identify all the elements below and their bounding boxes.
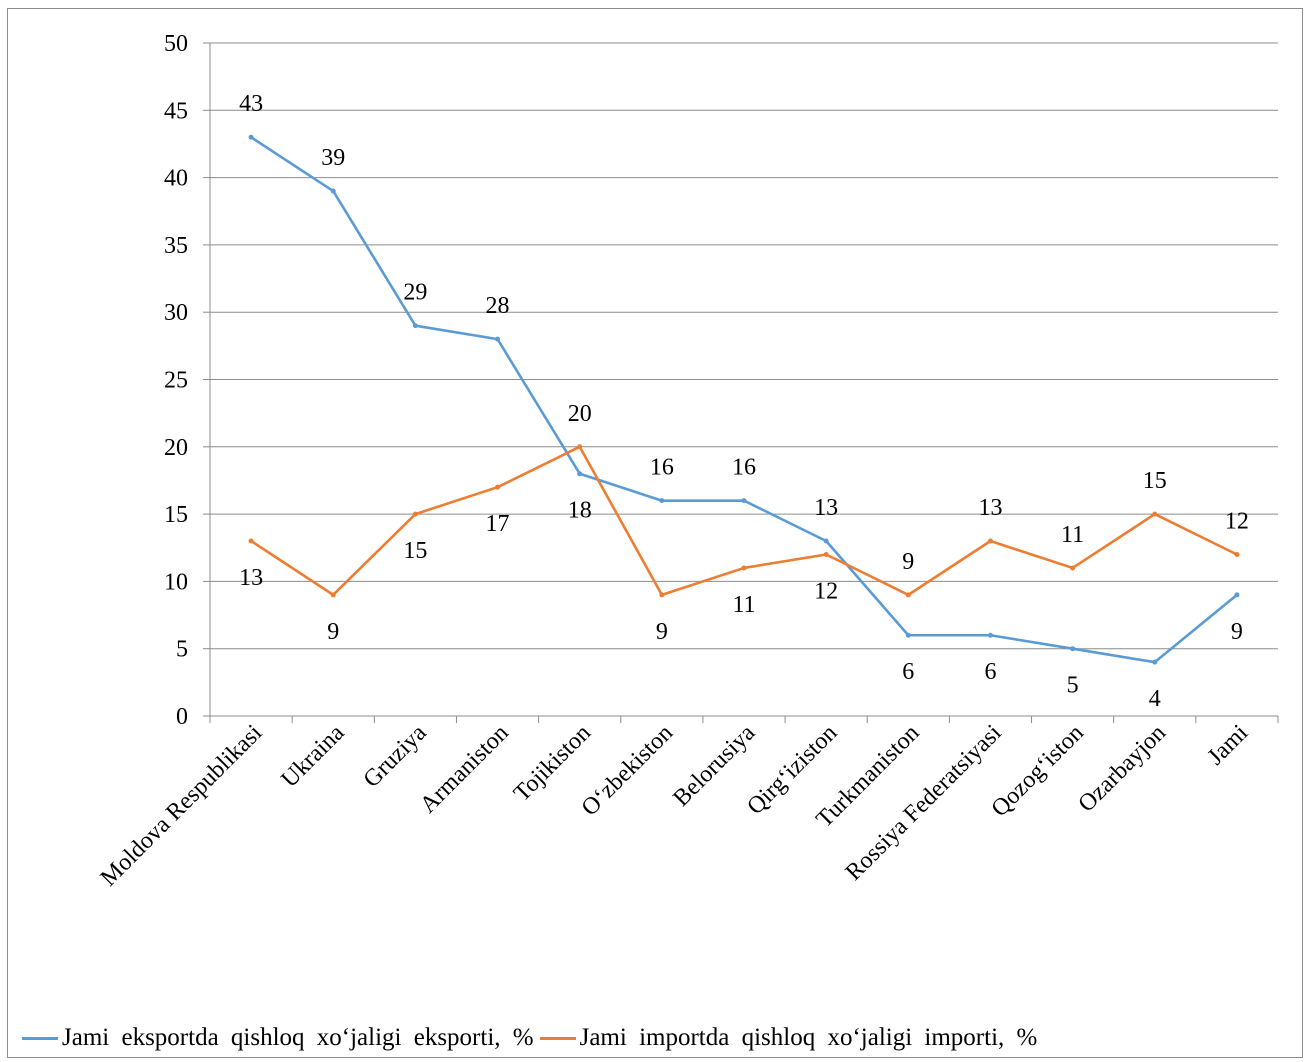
- data-point-export: [741, 498, 747, 504]
- category-label: Moldova Respublikasi: [96, 720, 268, 892]
- data-label-export: 43: [239, 91, 263, 117]
- data-label-import: 15: [1143, 468, 1167, 494]
- data-point-import: [577, 444, 583, 450]
- data-point-export: [412, 323, 418, 329]
- data-label-import: 17: [486, 511, 510, 537]
- data-point-export: [823, 538, 829, 544]
- y-tick-label: 40: [164, 166, 188, 192]
- data-label-import: 15: [403, 538, 427, 564]
- legend-label-export: Jami eksportda qishloq xo‘jaligi eksport…: [62, 1024, 534, 1051]
- y-tick-label: 25: [164, 368, 188, 394]
- data-point-import: [1152, 511, 1158, 517]
- data-label-export: 6: [984, 659, 996, 685]
- data-point-import: [495, 484, 501, 490]
- category-label: Ozarbayjon: [1073, 720, 1171, 818]
- y-tick-label: 0: [176, 704, 188, 730]
- category-label: Jami: [1203, 720, 1254, 771]
- data-point-export: [659, 498, 665, 504]
- data-label-export: 4: [1149, 686, 1161, 712]
- data-point-export: [987, 632, 993, 638]
- data-label-import: 9: [656, 619, 668, 645]
- legend-item-import: Jami importda qishloq xo‘jaligi importi,…: [539, 1024, 1038, 1052]
- category-label: Gruziya: [359, 720, 432, 793]
- category-label: Rossiya Federatsiyasi: [841, 720, 1007, 886]
- category-label: Tojikiston: [509, 720, 596, 807]
- data-point-export: [248, 134, 254, 140]
- data-point-import: [659, 592, 665, 598]
- data-label-export: 28: [486, 293, 510, 319]
- data-point-export: [905, 632, 911, 638]
- data-label-export: 5: [1067, 673, 1079, 699]
- data-label-import: 20: [568, 401, 592, 427]
- data-point-import: [823, 551, 829, 557]
- legend-label-import: Jami importda qishloq xo‘jaligi importi,…: [579, 1024, 1038, 1051]
- data-label-export: 16: [732, 455, 756, 481]
- data-label-import: 11: [1061, 522, 1084, 548]
- data-label-import: 9: [902, 549, 914, 575]
- y-tick-label: 30: [164, 300, 188, 326]
- data-label-import: 11: [732, 592, 755, 618]
- data-point-import: [741, 565, 747, 571]
- y-tick-label: 35: [164, 233, 188, 259]
- data-point-import: [1070, 565, 1076, 571]
- chart-legend: Jami eksportda qishloq xo‘jaligi eksport…: [22, 1018, 1307, 1058]
- data-point-import: [248, 538, 254, 544]
- data-point-export: [495, 336, 501, 342]
- data-label-import: 13: [978, 495, 1002, 521]
- data-point-import: [330, 592, 336, 598]
- data-label-import: 12: [1225, 508, 1249, 534]
- category-label: Armaniston: [415, 720, 514, 819]
- series-line-export: [250, 136, 1238, 664]
- category-label: Ukraina: [276, 720, 349, 793]
- data-label-export: 39: [321, 145, 345, 171]
- y-tick-label: 20: [164, 435, 188, 461]
- data-label-import: 13: [239, 565, 263, 591]
- data-point-import: [412, 511, 418, 517]
- data-label-export: 29: [403, 280, 427, 306]
- data-label-import: 9: [327, 619, 339, 645]
- data-point-import: [987, 538, 993, 544]
- data-point-export: [1070, 646, 1076, 652]
- data-label-export: 9: [1231, 619, 1243, 645]
- data-label-export: 18: [568, 498, 592, 524]
- legend-swatch-import: [539, 1036, 576, 1040]
- legend-item-export: Jami eksportda qishloq xo‘jaligi eksport…: [22, 1024, 534, 1052]
- data-point-export: [330, 188, 336, 194]
- data-point-import: [1234, 551, 1240, 557]
- data-label-import: 12: [814, 578, 838, 604]
- y-tick-label: 45: [164, 98, 188, 124]
- y-tick-label: 5: [176, 637, 188, 663]
- data-label-export: 6: [902, 659, 914, 685]
- legend-swatch-export: [22, 1036, 58, 1040]
- chart-area: [7, 8, 1303, 1058]
- data-point-export: [1234, 592, 1240, 598]
- data-point-export: [577, 471, 583, 477]
- data-label-export: 16: [650, 455, 674, 481]
- y-tick-label: 10: [164, 569, 188, 595]
- y-tick-label: 15: [164, 502, 188, 528]
- y-tick-label: 50: [164, 31, 188, 57]
- data-point-import: [905, 592, 911, 598]
- data-label-export: 13: [814, 495, 838, 521]
- data-point-export: [1152, 659, 1158, 665]
